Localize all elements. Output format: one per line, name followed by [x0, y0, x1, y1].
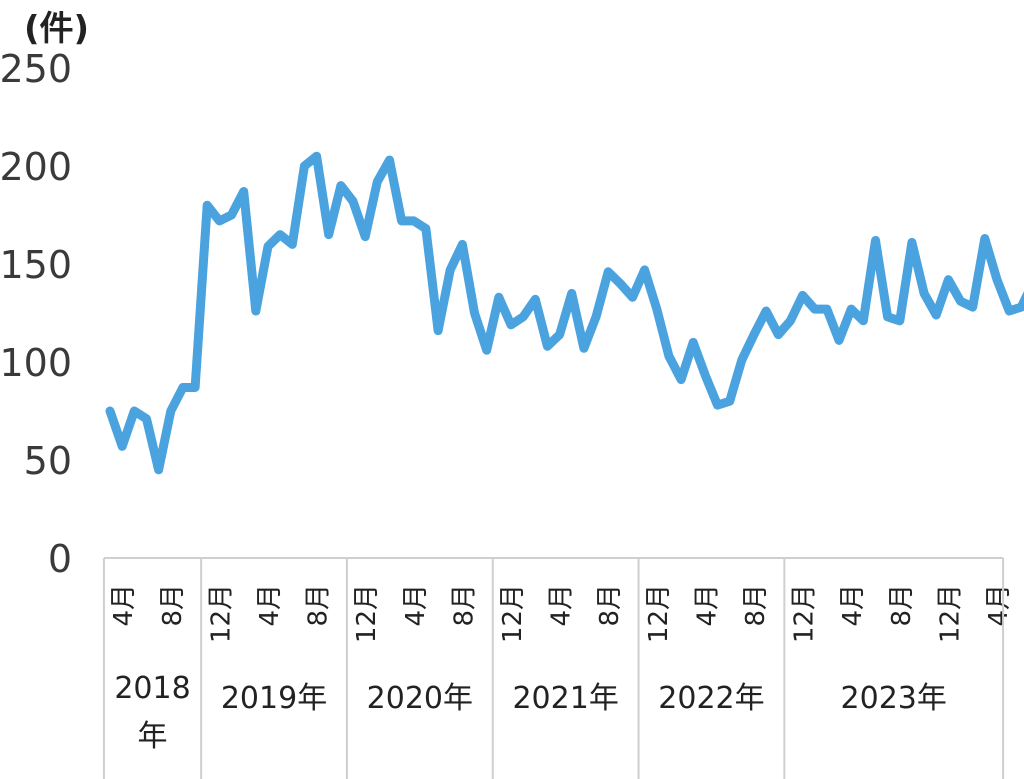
x-axis-year-groups: 2018 年 2019年 2020年 2021年 2022年 2023年 [102, 558, 1005, 779]
series-line [105, 151, 1024, 475]
x-tick-label: 8月 [595, 584, 625, 627]
x-tick-label: 4月 [401, 584, 431, 627]
x-tick-label: 12月 [206, 584, 236, 643]
y-tick-label: 100 [0, 341, 72, 385]
y-tick-label: 200 [0, 145, 72, 189]
x-tick-label: 12月 [644, 584, 674, 643]
x-tick-label: 8月 [304, 584, 334, 627]
x-tick-label: 4月 [838, 584, 868, 627]
x-tick-label: 4月 [255, 584, 285, 627]
x-tick-label: 4月 [109, 584, 139, 627]
x-tick-label: 4月 [547, 584, 577, 627]
year-group-label: 2023年 [841, 681, 947, 716]
x-tick-label: 12月 [935, 584, 965, 643]
x-axis: 4月 8月 12月 4月 8月 12月 4月 8月 12月 4月 8月 12月 4月 8月 12月 4月 8月 1… [104, 557, 1014, 643]
series-layer [105, 151, 1024, 475]
y-tick-label: 150 [0, 243, 72, 287]
x-tick-label: 8月 [741, 584, 771, 627]
y-tick-label: 250 [0, 47, 72, 91]
year-group-label: 2020年 [367, 681, 473, 716]
year-group-label: 2021年 [512, 681, 618, 716]
x-tick-label: 4月 [692, 584, 722, 627]
y-axis-unit-label: (件) [24, 9, 89, 49]
year-group-label: 2022年 [658, 681, 764, 716]
x-tick-label: 8月 [158, 584, 188, 627]
x-tick-label: 8月 [887, 584, 917, 627]
y-axis-ticks: 0 50 100 150 200 250 [0, 47, 72, 581]
x-tick-label: 4月 [984, 584, 1014, 627]
year-group-label: 2018 年 [114, 671, 190, 754]
year-group-label: 2019年 [221, 681, 327, 716]
x-tick-label: 8月 [449, 584, 479, 627]
y-tick-label: 50 [24, 439, 72, 483]
x-tick-label: 12月 [498, 584, 528, 643]
x-tick-label: 12月 [790, 584, 820, 643]
x-tick-label: 12月 [352, 584, 382, 643]
y-tick-label: 0 [48, 537, 72, 581]
